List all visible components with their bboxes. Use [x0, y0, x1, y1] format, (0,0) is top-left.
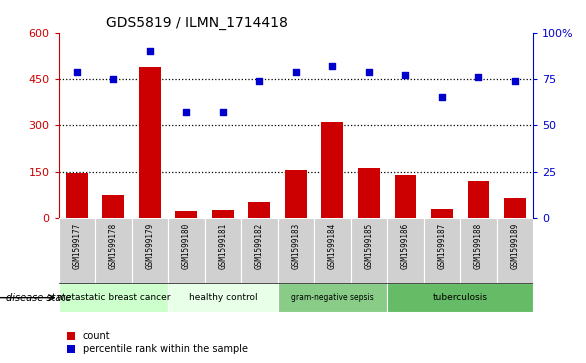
Bar: [212, 210, 234, 218]
Text: GSM1599179: GSM1599179: [145, 223, 154, 269]
Legend: count, percentile rank within the sample: count, percentile rank within the sample: [63, 327, 252, 358]
Bar: [168, 218, 205, 283]
Bar: [468, 181, 489, 218]
Text: GSM1599189: GSM1599189: [510, 223, 520, 269]
Bar: [278, 283, 387, 312]
Point: [364, 69, 374, 74]
Point: [218, 109, 227, 115]
Bar: [504, 198, 526, 218]
Bar: [139, 67, 161, 218]
Bar: [168, 283, 278, 312]
Text: gram-negative sepsis: gram-negative sepsis: [291, 293, 374, 302]
Text: GSM1599182: GSM1599182: [255, 223, 264, 269]
Bar: [241, 218, 278, 283]
Text: GSM1599180: GSM1599180: [182, 223, 191, 269]
Point: [108, 76, 118, 82]
Bar: [205, 218, 241, 283]
Bar: [322, 122, 343, 218]
Text: GSM1599177: GSM1599177: [72, 223, 81, 269]
Bar: [431, 208, 453, 218]
Bar: [497, 218, 533, 283]
Text: GSM1599188: GSM1599188: [474, 223, 483, 269]
Text: GSM1599186: GSM1599186: [401, 223, 410, 269]
Text: GSM1599178: GSM1599178: [109, 223, 118, 269]
Text: disease state: disease state: [6, 293, 71, 303]
Bar: [424, 218, 460, 283]
Point: [145, 48, 155, 54]
Text: GSM1599183: GSM1599183: [291, 223, 301, 269]
Point: [72, 69, 81, 74]
Bar: [314, 218, 350, 283]
Bar: [132, 218, 168, 283]
Text: tuberculosis: tuberculosis: [432, 293, 488, 302]
Bar: [460, 218, 497, 283]
Text: GSM1599185: GSM1599185: [364, 223, 373, 269]
Point: [437, 95, 447, 101]
Text: GSM1599181: GSM1599181: [219, 223, 227, 269]
Bar: [66, 173, 88, 218]
Bar: [248, 202, 270, 218]
Text: metastatic breast cancer: metastatic breast cancer: [57, 293, 170, 302]
Point: [401, 72, 410, 78]
Bar: [95, 218, 132, 283]
Bar: [285, 170, 307, 218]
Bar: [387, 283, 533, 312]
Text: GDS5819 / ILMN_1714418: GDS5819 / ILMN_1714418: [106, 16, 288, 30]
Bar: [59, 283, 168, 312]
Text: healthy control: healthy control: [189, 293, 257, 302]
Point: [255, 78, 264, 84]
Bar: [175, 211, 197, 218]
Bar: [394, 175, 417, 218]
Point: [474, 74, 483, 80]
Bar: [387, 218, 424, 283]
Bar: [59, 218, 95, 283]
Bar: [358, 168, 380, 218]
Point: [291, 69, 301, 74]
Point: [510, 78, 520, 84]
Point: [328, 63, 337, 69]
Bar: [278, 218, 314, 283]
Text: GSM1599187: GSM1599187: [438, 223, 447, 269]
Text: GSM1599184: GSM1599184: [328, 223, 337, 269]
Point: [182, 109, 191, 115]
Bar: [350, 218, 387, 283]
Bar: [103, 195, 124, 218]
